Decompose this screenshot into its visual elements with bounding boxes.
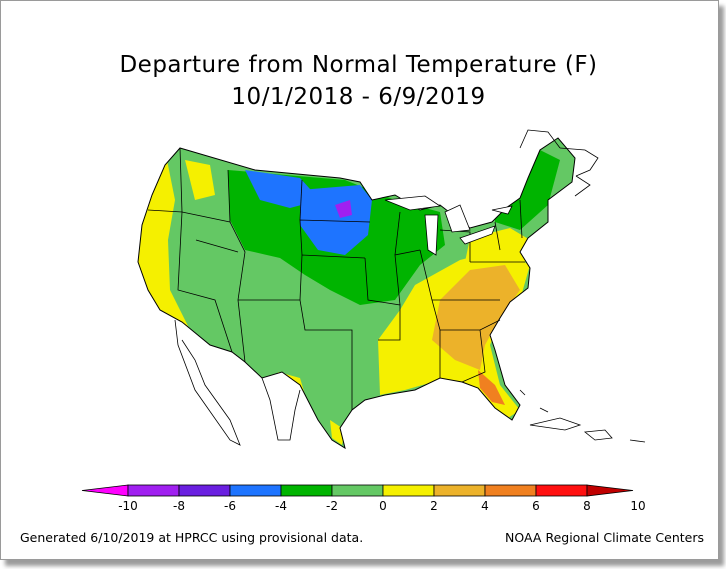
legend-bin — [229, 484, 282, 497]
legend-bin — [81, 484, 129, 497]
legend-bin — [484, 484, 537, 497]
legend-tick-label: 0 — [379, 499, 387, 513]
caribbean-islands — [519, 389, 646, 443]
lake-erie — [459, 225, 496, 245]
lake-superior — [384, 195, 442, 211]
region-dakotas-cold — [300, 185, 372, 255]
us-border — [137, 137, 576, 450]
legend-ticks: -10 -8 -6 -4 -2 0 2 4 6 8 10 — [118, 499, 645, 513]
generated-note: Generated 6/10/2019 at HPRCC using provi… — [20, 530, 364, 545]
legend-tick-label: -2 — [326, 499, 338, 513]
region-northeast-cold — [495, 150, 560, 230]
legend-bin — [178, 484, 231, 497]
legend-tick-label: -10 — [118, 499, 138, 513]
legend-tick-label: -8 — [173, 499, 185, 513]
region-pacific-northwest-warm — [185, 160, 215, 200]
legend-bin — [535, 484, 588, 497]
legend-bin — [127, 484, 180, 497]
legend-tick-label: 8 — [583, 499, 591, 513]
legend-bin — [382, 484, 435, 497]
legend-bin — [586, 484, 634, 497]
legend-tick-label: 10 — [630, 499, 645, 513]
region-dakotas-very-cold — [335, 200, 352, 218]
map-title: Departure from Normal Temperature (F) — [119, 52, 598, 78]
lake-michigan — [424, 214, 439, 256]
lake-ontario — [491, 205, 513, 215]
neighbor-outlines — [174, 129, 599, 446]
lake-huron — [444, 204, 471, 233]
legend-tick-label: -4 — [275, 499, 287, 513]
map-date-range: 10/1/2018 - 6/9/2019 — [231, 84, 486, 110]
legend-tick-label: 6 — [532, 499, 540, 513]
legend-tick-label: -6 — [224, 499, 236, 513]
legend-tick-label: 2 — [430, 499, 438, 513]
great-lakes — [384, 195, 513, 256]
legend-bin — [280, 484, 333, 497]
legend-bin — [433, 484, 486, 497]
credit-note: NOAA Regional Climate Centers — [505, 530, 704, 545]
state-borders — [147, 147, 525, 410]
legend-bin — [331, 484, 384, 497]
region-south-texas-warm — [330, 420, 345, 445]
temperature-regions — [138, 138, 575, 448]
region-southeast-warmer — [432, 265, 520, 370]
legend-colorbar — [81, 484, 634, 497]
region-florida-warm — [478, 370, 505, 405]
legend-tick-label: 4 — [481, 499, 489, 513]
